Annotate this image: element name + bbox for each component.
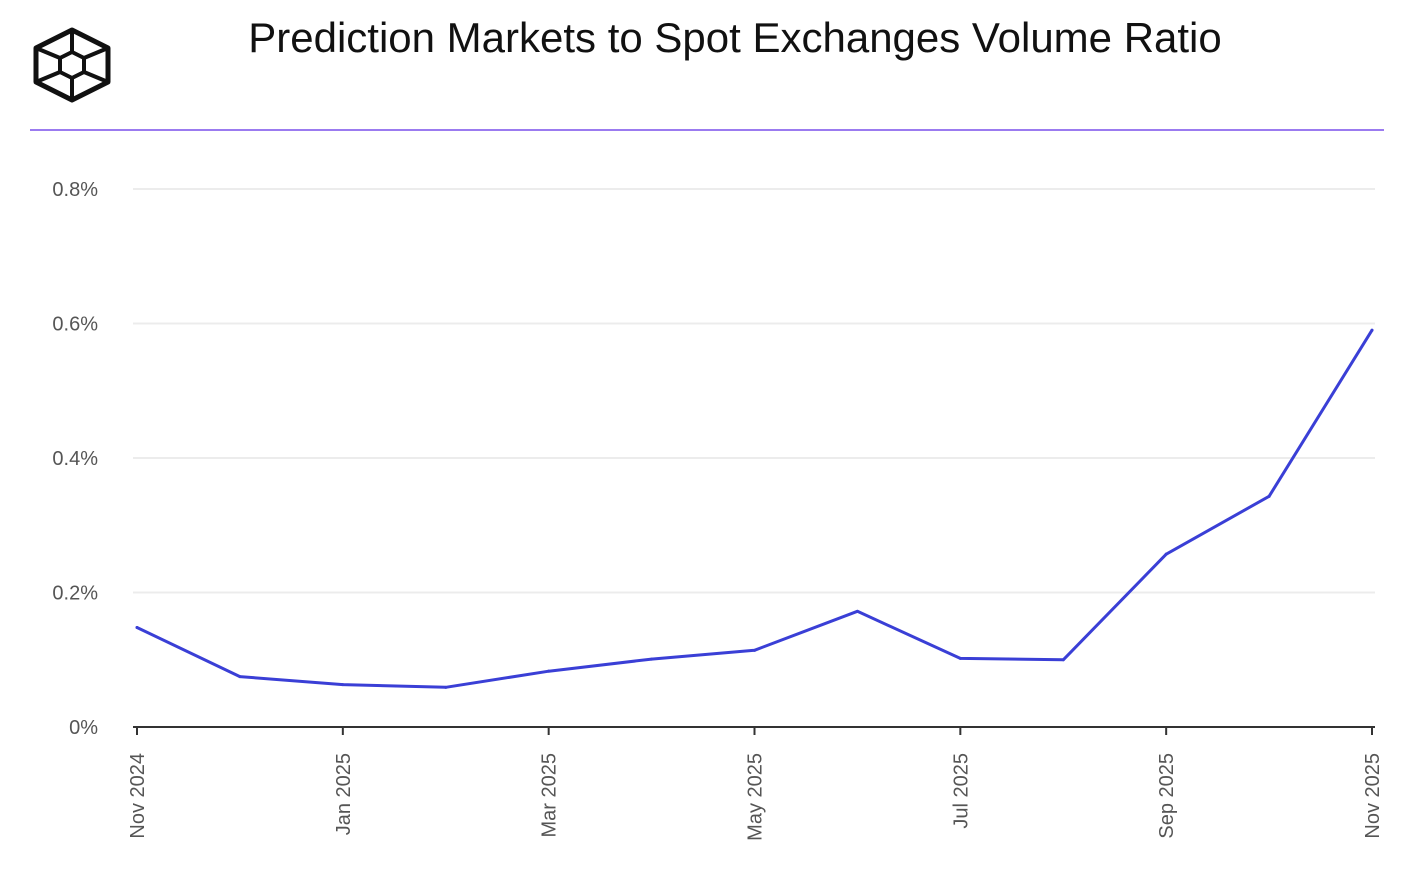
data-point bbox=[958, 656, 962, 660]
data-point bbox=[1267, 494, 1271, 498]
y-tick-label: 0.2% bbox=[52, 583, 98, 605]
title-divider bbox=[30, 129, 1384, 131]
data-point bbox=[135, 625, 139, 629]
gridlines bbox=[133, 188, 1375, 728]
x-tick-label: Jul 2025 bbox=[950, 753, 972, 829]
y-tick-label: 0.4% bbox=[52, 448, 98, 470]
data-point bbox=[238, 675, 242, 679]
data-point bbox=[444, 685, 448, 689]
x-tick-label: Nov 2025 bbox=[1362, 753, 1384, 839]
data-point bbox=[1164, 552, 1168, 556]
series-lines bbox=[135, 328, 1374, 689]
chart-title: Prediction Markets to Spot Exchanges Vol… bbox=[248, 14, 1222, 61]
data-point bbox=[341, 683, 345, 687]
data-point bbox=[547, 669, 551, 673]
y-tick-label: 0.6% bbox=[52, 314, 98, 336]
x-tick-label: Mar 2025 bbox=[539, 753, 561, 838]
x-tick-label: Jan 2025 bbox=[333, 753, 355, 835]
cube-logo-icon bbox=[33, 27, 111, 103]
x-tick-label: Sep 2025 bbox=[1156, 753, 1178, 839]
x-tick-label: May 2025 bbox=[745, 753, 767, 841]
series-line bbox=[135, 328, 1374, 689]
data-point bbox=[650, 657, 654, 661]
x-tick-label: Nov 2024 bbox=[127, 753, 149, 839]
y-tick-label: 0.8% bbox=[52, 179, 98, 201]
data-point bbox=[855, 609, 859, 613]
x-axis-ticks: Nov 2024 Jan 2025 Mar 2025 May 2025 Jul 2025… bbox=[127, 727, 1384, 841]
data-point bbox=[1061, 658, 1065, 662]
data-point bbox=[1370, 328, 1374, 332]
y-axis-ticks: 0% 0.2% 0.4% 0.6% 0.8% bbox=[52, 179, 98, 739]
data-point bbox=[753, 648, 756, 652]
y-tick-label: 0% bbox=[69, 717, 98, 739]
